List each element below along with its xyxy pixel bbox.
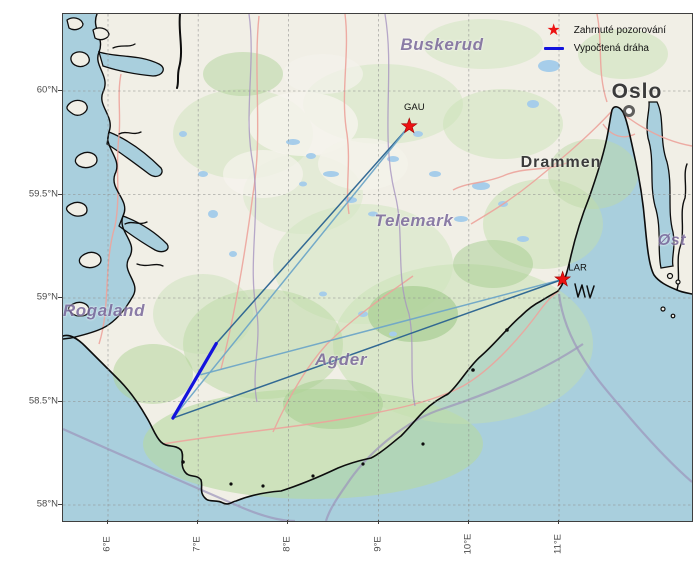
station-label-gau: GAU xyxy=(404,102,425,113)
sight-line-gau xyxy=(172,125,411,419)
y-tick-mark xyxy=(58,400,62,402)
y-tick-label: 58°N xyxy=(36,498,58,510)
x-tick-mark xyxy=(107,520,108,524)
lakes-layer xyxy=(179,60,560,337)
y-tick-mark xyxy=(58,297,62,298)
station-marker-gau xyxy=(400,117,418,134)
y-tick-mark xyxy=(58,504,62,505)
sight-line-lar xyxy=(200,278,564,376)
coastline-layer xyxy=(63,14,692,505)
x-tick-label: 10°E xyxy=(462,533,474,555)
gridlines xyxy=(63,14,692,521)
star-icon: ★ xyxy=(546,21,561,39)
y-tick-label: 60°N xyxy=(36,84,58,96)
sight-line-gau xyxy=(215,125,411,345)
station-marker-lar xyxy=(554,270,572,287)
y-tick-label: 59.5°N xyxy=(28,188,58,199)
terrain-layer xyxy=(113,19,668,499)
x-tick-mark xyxy=(287,520,289,524)
station-label-lar: LAR xyxy=(568,262,587,273)
station-markers: GAU LAR xyxy=(400,102,587,287)
x-tick-mark xyxy=(558,520,559,524)
legend-label-trajectory: Vypočtená dráha xyxy=(573,43,649,54)
legend-label-observations: Zahrnuté pozorování xyxy=(573,25,666,36)
y-tick-label: 58.5°N xyxy=(28,395,58,406)
y-tick-label: 59°N xyxy=(36,291,58,303)
x-tick-mark xyxy=(377,520,379,524)
sight-lines xyxy=(172,125,564,419)
x-tick-label: 9°E xyxy=(372,536,384,552)
sight-line-lar xyxy=(172,278,564,419)
legend: ★ Zahrnuté pozorování Vypočtená dráha xyxy=(542,21,666,56)
x-tick-label: 6°E xyxy=(101,536,113,552)
map-canvas: GAU LAR xyxy=(63,14,692,521)
computed-trajectory-line xyxy=(171,341,218,420)
trajectory-segment xyxy=(171,341,218,420)
y-tick-mark xyxy=(58,90,62,91)
trajectory-line-icon xyxy=(542,47,566,50)
x-tick-label: 7°E xyxy=(191,536,203,552)
x-tick-mark xyxy=(197,520,199,524)
x-tick-mark xyxy=(467,520,469,524)
borders-layer xyxy=(63,14,692,521)
map-plot: GAU LAR Buskerud Telemark Agder Rogaland Øst O… xyxy=(62,13,693,522)
x-tick-label: 11°E xyxy=(552,534,564,554)
y-tick-mark xyxy=(58,193,62,195)
x-tick-label: 8°E xyxy=(281,536,293,552)
legend-item-trajectory: Vypočtená dráha xyxy=(542,41,666,56)
legend-item-observations: ★ Zahrnuté pozorování xyxy=(542,21,666,39)
